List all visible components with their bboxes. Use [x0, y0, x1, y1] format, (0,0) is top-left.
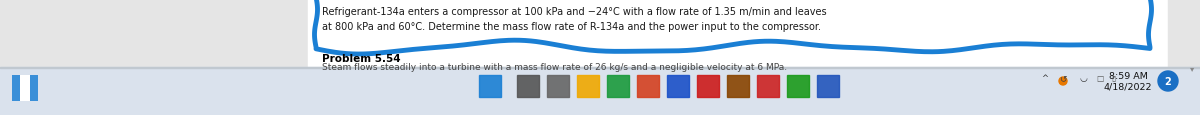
Bar — [577, 75, 599, 97]
Circle shape — [1158, 71, 1178, 91]
Text: ^: ^ — [1042, 74, 1049, 83]
Bar — [667, 75, 689, 97]
Bar — [637, 75, 659, 97]
Text: □: □ — [1097, 74, 1104, 83]
Bar — [757, 75, 779, 97]
Bar — [0, 67, 1200, 115]
Bar — [787, 75, 809, 97]
Text: at 800 kPa and 60°C. Determine the mass flow rate of R-134a and the power input : at 800 kPa and 60°C. Determine the mass … — [322, 22, 821, 32]
Bar — [0, 67, 1200, 68]
Bar — [20, 75, 30, 101]
Text: 4/18/2022: 4/18/2022 — [1104, 82, 1152, 91]
Bar — [697, 75, 719, 97]
Bar — [12, 75, 38, 101]
Bar — [0, 0, 1200, 67]
Bar — [479, 75, 502, 97]
Bar — [607, 75, 629, 97]
Text: ▾: ▾ — [1190, 63, 1194, 72]
Bar — [727, 75, 749, 97]
Bar — [1168, 0, 1200, 67]
Text: ◡: ◡ — [1079, 74, 1087, 83]
Text: 2: 2 — [1165, 76, 1171, 86]
Text: Refrigerant-134a enters a compressor at 100 kPa and −24°C with a flow rate of 1.: Refrigerant-134a enters a compressor at … — [322, 7, 827, 17]
Text: 8:59 AM: 8:59 AM — [1109, 71, 1147, 80]
Text: Steam flows steadily into a turbine with a mass flow rate of 26 kg/s and a negli: Steam flows steadily into a turbine with… — [322, 62, 787, 71]
Text: Problem 5.54: Problem 5.54 — [322, 54, 401, 63]
Bar — [517, 75, 539, 97]
Bar — [817, 75, 839, 97]
Bar — [547, 75, 569, 97]
Circle shape — [1060, 77, 1067, 85]
Text: ↺: ↺ — [1060, 74, 1067, 83]
Bar — [308, 0, 1168, 67]
Text: ▯: ▯ — [1111, 74, 1115, 83]
